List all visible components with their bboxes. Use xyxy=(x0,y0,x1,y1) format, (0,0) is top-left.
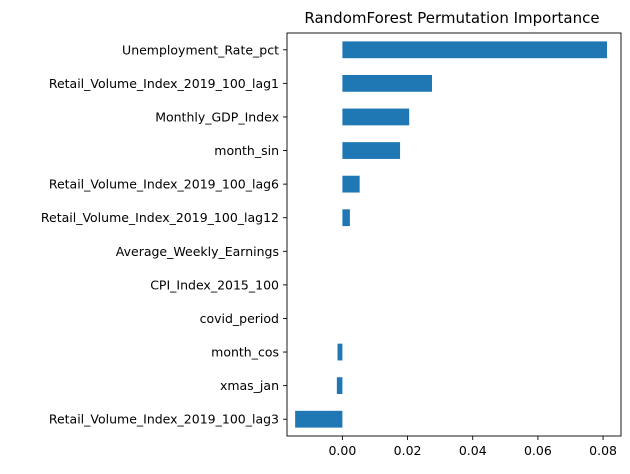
bar-Retail_Volume_Index_2019_100_lag3 xyxy=(295,410,343,428)
chart-title: RandomForest Permutation Importance xyxy=(304,9,599,27)
y-tick-label: Unemployment_Rate_pct xyxy=(122,42,279,57)
plot-frame xyxy=(286,32,622,437)
x-tick-label: 0.08 xyxy=(589,443,617,458)
bar-Monthly_GDP_Index xyxy=(342,108,410,126)
y-tick-label: Retail_Volume_Index_2019_100_lag1 xyxy=(49,76,279,91)
y-tick-label: month_sin xyxy=(214,143,279,158)
y-tick-label: CPI_Index_2015_100 xyxy=(150,277,279,292)
bar-Unemployment_Rate_pct xyxy=(342,41,607,59)
x-tick-label: 0.00 xyxy=(328,443,356,458)
y-axis-ticks: Unemployment_Rate_pct Retail_Volume_Index… xyxy=(41,42,287,427)
y-tick-label: Monthly_GDP_Index xyxy=(155,109,279,124)
y-tick-label: month_cos xyxy=(211,345,279,360)
y-tick-label: Retail_Volume_Index_2019_100_lag3 xyxy=(49,412,279,427)
bars-group xyxy=(295,41,607,428)
y-tick-label: Retail_Volume_Index_2019_100_lag12 xyxy=(41,210,279,225)
y-tick-label: xmas_jan xyxy=(220,378,279,393)
y-tick-label: Retail_Volume_Index_2019_100_lag6 xyxy=(49,177,279,192)
y-tick-label: covid_period xyxy=(200,311,279,326)
bar-Retail_Volume_Index_2019_100_lag12 xyxy=(342,209,350,227)
bar-month_cos xyxy=(337,343,343,361)
x-tick-label: 0.02 xyxy=(394,443,422,458)
bar-xmas_jan xyxy=(336,377,343,395)
bar-Retail_Volume_Index_2019_100_lag6 xyxy=(342,175,360,193)
y-tick-label: Average_Weekly_Earnings xyxy=(116,244,279,259)
bar-month_sin xyxy=(342,142,401,159)
x-tick-label: 0.06 xyxy=(524,443,552,458)
x-tick-label: 0.04 xyxy=(459,443,487,458)
x-axis-ticks: 0.00 0.02 0.04 0.06 0.08 xyxy=(328,436,617,458)
bar-Retail_Volume_Index_2019_100_lag1 xyxy=(342,74,433,92)
